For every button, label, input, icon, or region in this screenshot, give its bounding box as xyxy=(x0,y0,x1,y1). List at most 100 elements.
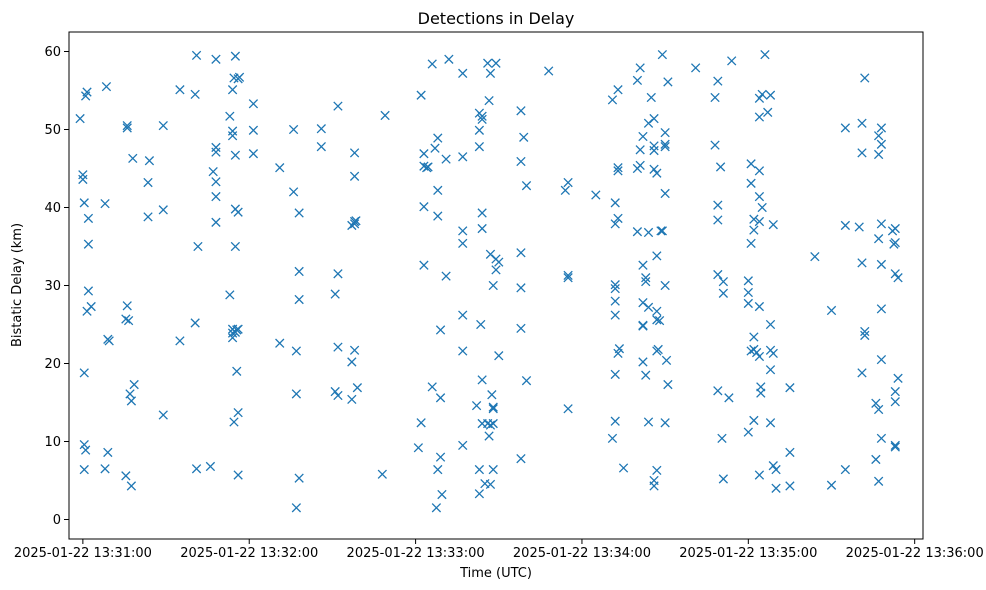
data-point xyxy=(435,452,446,462)
data-point xyxy=(122,301,132,311)
data-point xyxy=(754,301,765,312)
data-point xyxy=(876,259,887,270)
data-point xyxy=(756,388,766,398)
data-point xyxy=(746,346,756,356)
data-point xyxy=(122,120,132,131)
data-point xyxy=(656,226,666,236)
data-point xyxy=(746,178,756,188)
data-point xyxy=(754,166,765,176)
data-point xyxy=(275,338,285,348)
data-point xyxy=(643,302,654,312)
data-point xyxy=(487,390,497,400)
data-point xyxy=(840,220,851,231)
data-point xyxy=(857,258,867,268)
data-point xyxy=(890,386,900,397)
data-point xyxy=(610,310,620,320)
data-point xyxy=(291,503,302,513)
data-point xyxy=(632,75,643,86)
data-point xyxy=(765,418,776,428)
data-point xyxy=(857,118,867,128)
data-point xyxy=(660,418,670,428)
y-tick-label: 20 xyxy=(44,357,61,372)
data-point xyxy=(710,140,720,150)
data-point xyxy=(352,383,363,393)
data-point xyxy=(643,227,654,238)
data-point xyxy=(230,51,241,61)
data-point xyxy=(427,382,437,392)
x-axis-label: Time (UTC) xyxy=(459,566,532,581)
data-point xyxy=(785,447,795,458)
data-point xyxy=(143,177,153,188)
data-point xyxy=(763,107,773,117)
data-point xyxy=(757,89,767,100)
data-point xyxy=(193,241,203,252)
data-point xyxy=(641,276,651,287)
data-point xyxy=(175,85,185,95)
data-point xyxy=(765,365,776,375)
data-point xyxy=(79,464,89,475)
data-point xyxy=(876,219,887,229)
data-point xyxy=(521,376,532,386)
data-point xyxy=(743,298,753,309)
data-point xyxy=(749,214,759,224)
data-point xyxy=(125,389,135,399)
data-point xyxy=(476,319,486,330)
data-point xyxy=(754,191,765,202)
data-point xyxy=(657,226,668,236)
y-tick-label: 0 xyxy=(53,513,61,528)
data-point xyxy=(488,280,498,291)
data-point xyxy=(433,211,443,221)
y-axis-label: Bistatic Delay (km) xyxy=(10,223,25,347)
data-point xyxy=(291,346,302,356)
data-point xyxy=(614,344,625,354)
data-point xyxy=(211,147,221,157)
data-point xyxy=(768,220,778,230)
data-point xyxy=(121,471,131,481)
y-tick-label: 10 xyxy=(44,435,61,450)
data-point xyxy=(294,208,304,218)
data-point xyxy=(516,248,526,258)
data-point xyxy=(717,433,727,444)
data-point xyxy=(488,404,498,414)
data-point xyxy=(660,139,670,149)
data-point xyxy=(483,58,493,68)
data-point xyxy=(129,379,139,390)
data-point xyxy=(474,464,485,475)
data-point xyxy=(610,198,620,208)
data-point xyxy=(713,215,723,225)
data-point xyxy=(435,325,446,335)
data-point xyxy=(227,333,238,343)
data-point xyxy=(488,402,498,412)
data-point xyxy=(380,110,390,121)
data-point xyxy=(893,373,903,383)
data-point xyxy=(80,445,91,455)
data-point xyxy=(227,85,238,95)
data-point xyxy=(516,283,526,293)
data-point xyxy=(347,394,357,405)
data-point xyxy=(121,314,131,324)
data-point xyxy=(101,81,112,92)
data-point xyxy=(810,251,820,262)
data-point xyxy=(225,111,235,121)
data-point xyxy=(760,49,770,60)
data-point xyxy=(660,127,670,138)
data-point xyxy=(610,369,620,380)
data-point xyxy=(635,63,645,73)
data-point xyxy=(873,149,884,160)
data-point xyxy=(690,63,701,73)
data-point xyxy=(294,294,304,305)
data-point xyxy=(123,315,134,326)
data-point xyxy=(230,150,241,160)
data-point xyxy=(427,59,437,69)
data-point xyxy=(876,139,887,149)
data-point xyxy=(890,440,900,451)
data-point xyxy=(474,489,485,499)
data-point xyxy=(291,389,302,399)
data-point xyxy=(144,156,155,166)
data-point xyxy=(663,77,673,87)
data-point xyxy=(229,417,239,427)
data-point xyxy=(349,148,360,158)
data-point xyxy=(433,133,443,143)
data-point xyxy=(754,470,765,480)
